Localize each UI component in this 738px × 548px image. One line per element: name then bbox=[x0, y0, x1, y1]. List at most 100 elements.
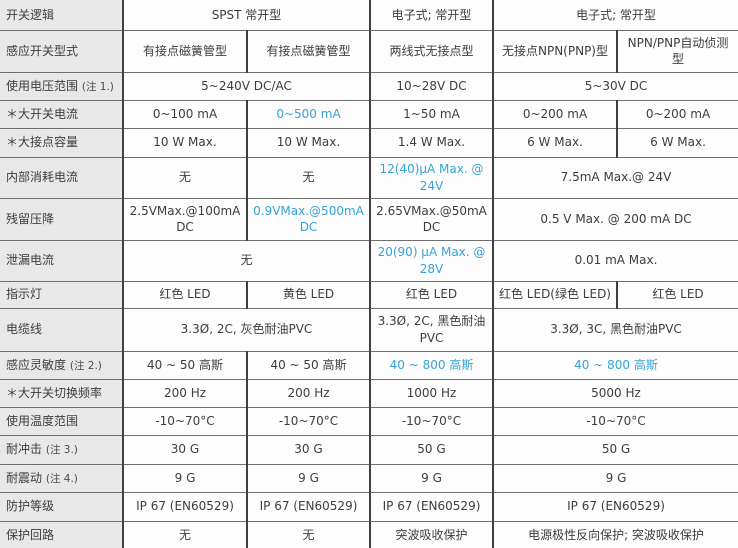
value-cell: 12(40)µA Max. @ 24V bbox=[369, 156, 493, 199]
value-cell: IP 67 (EN60529) bbox=[369, 491, 493, 522]
row-label: 保护回路 bbox=[0, 520, 123, 548]
value-cell: -10~70°C bbox=[122, 406, 247, 436]
value-cell: NPN/PNP自动侦测型 bbox=[615, 29, 738, 73]
table-row: 泄漏电流无 20(90) µA Max. @ 28V 0.01 mA Max. bbox=[0, 239, 738, 282]
table-row: 残留压降 2.5VMax.@100mA DC 0.9VMax.@500mA DC 2.… bbox=[0, 197, 738, 241]
row-label-note: (注 3.) bbox=[45, 444, 78, 457]
value-cell: IP 67 (EN60529) bbox=[491, 491, 738, 522]
value-cell: 9 G bbox=[246, 463, 370, 493]
row-label: 电缆线 bbox=[0, 307, 123, 352]
value-cell: 3.3Ø, 2C, 灰色耐油PVC bbox=[122, 307, 370, 352]
table-row: 内部消耗电流无无 12(40)µA Max. @ 24V 7.5mA Max.@ 2… bbox=[0, 156, 738, 199]
value-cell: 0.01 mA Max. bbox=[491, 239, 738, 282]
value-cell: 6 W Max. bbox=[615, 127, 738, 158]
value-cell: 200 Hz bbox=[122, 378, 247, 408]
table-row: 防护等级 IP 67 (EN60529) IP 67 (EN60529) IP 67 … bbox=[0, 491, 738, 522]
value-cell: 1000 Hz bbox=[369, 378, 493, 408]
table-row: 指示灯 红色 LED 黄色 LED 红色 LED 红色 LED(绿色 LED) 红色 LE… bbox=[0, 280, 738, 309]
value-cell: 红色 LED bbox=[122, 280, 247, 309]
value-cell: 无 bbox=[122, 156, 247, 199]
value-cell: 40 ~ 50 高斯 bbox=[122, 350, 247, 380]
value-cell: 5~240V DC/AC bbox=[122, 71, 370, 101]
value-cell: 9 G bbox=[491, 463, 738, 493]
table-row: ＊大接点容量 10 W Max. 10 W Max. 1.4 W Max. 6 W Ma… bbox=[0, 127, 738, 158]
value-cell: 10 W Max. bbox=[246, 127, 370, 158]
table-row: 感应灵敏度 (注 2.) 40 ~ 50 高斯 40 ~ 50 高斯 40 ~ 800… bbox=[0, 350, 738, 380]
row-label: ＊大开关切换频率 bbox=[0, 378, 123, 408]
value-cell: 30 G bbox=[122, 434, 247, 465]
value-cell: IP 67 (EN60529) bbox=[246, 491, 370, 522]
value-cell: 红色 LED bbox=[615, 280, 738, 309]
value-cell: 0.9VMax.@500mA DC bbox=[246, 197, 370, 241]
value-cell: 0~200 mA bbox=[615, 99, 738, 129]
table-row: 开关逻辑 SPST 常开型 电子式; 常开型 电子式; 常开型 bbox=[0, 0, 738, 31]
row-label: 耐震动 (注 4.) bbox=[0, 463, 123, 493]
value-cell: 10 W Max. bbox=[122, 127, 247, 158]
value-cell: 红色 LED bbox=[369, 280, 493, 309]
row-label: 防护等级 bbox=[0, 491, 123, 522]
value-cell: 黄色 LED bbox=[246, 280, 370, 309]
value-cell: 1~50 mA bbox=[369, 99, 493, 129]
table-row: ＊大开关电流 0~100 mA 0~500 mA 1~50 mA 0~200 mA 0~2… bbox=[0, 99, 738, 129]
value-cell: IP 67 (EN60529) bbox=[122, 491, 247, 522]
value-cell: 40 ~ 50 高斯 bbox=[246, 350, 370, 380]
table-row: 使用温度范围 -10~70°C -10~70°C -10~70°C -10~70°C bbox=[0, 406, 738, 436]
value-cell: 电子式; 常开型 bbox=[491, 0, 738, 31]
value-cell: 有接点磁簧管型 bbox=[246, 29, 370, 73]
value-cell: 2.5VMax.@100mA DC bbox=[122, 197, 247, 241]
row-label: ＊大开关电流 bbox=[0, 99, 123, 129]
value-cell: 电子式; 常开型 bbox=[369, 0, 493, 31]
value-cell: SPST 常开型 bbox=[122, 0, 370, 31]
value-cell: 无 bbox=[246, 520, 370, 548]
row-label: 感应开关型式 bbox=[0, 29, 123, 73]
value-cell: 9 G bbox=[122, 463, 247, 493]
row-label: 内部消耗电流 bbox=[0, 156, 123, 199]
value-cell: 50 G bbox=[369, 434, 493, 465]
row-label: 使用电压范围 (注 1.) bbox=[0, 71, 123, 101]
value-cell: 无 bbox=[246, 156, 370, 199]
value-cell: 红色 LED(绿色 LED) bbox=[492, 280, 617, 309]
value-cell: 3.3Ø, 3C, 黑色耐油PVC bbox=[491, 307, 738, 352]
table-row: 感应开关型式 有接点磁簧管型 有接点磁簧管型 两线式无接点型 无接点NPN(PNP)型 N… bbox=[0, 29, 738, 73]
value-cell: 30 G bbox=[246, 434, 370, 465]
value-cell: 突波吸收保护 bbox=[369, 520, 493, 548]
value-cell: 1.4 W Max. bbox=[369, 127, 493, 158]
value-cell: 200 Hz bbox=[246, 378, 370, 408]
row-label: ＊大接点容量 bbox=[0, 127, 123, 158]
value-cell: 0~500 mA bbox=[246, 99, 370, 129]
value-cell: 0.5 V Max. @ 200 mA DC bbox=[491, 197, 738, 241]
value-cell: 20(90) µA Max. @ 28V bbox=[369, 239, 493, 282]
value-cell: 3.3Ø, 2C, 黑色耐油PVC bbox=[369, 307, 493, 352]
value-cell: 6 W Max. bbox=[492, 127, 617, 158]
value-cell: 电源极性反向保护; 突波吸收保护 bbox=[491, 520, 738, 548]
table-row: 耐冲击 (注 3.) 30 G 30 G 50 G 50 G bbox=[0, 434, 738, 465]
table-row: 使用电压范围 (注 1.) 5~240V DC/AC 10~28V DC 5~30V … bbox=[0, 71, 738, 101]
value-cell: 无 bbox=[122, 520, 247, 548]
value-cell: 两线式无接点型 bbox=[369, 29, 493, 73]
value-cell: 有接点磁簧管型 bbox=[122, 29, 247, 73]
row-label: 感应灵敏度 (注 2.) bbox=[0, 350, 123, 380]
value-cell: 40 ~ 800 高斯 bbox=[491, 350, 738, 380]
table-row: 电缆线 3.3Ø, 2C, 灰色耐油PVC 3.3Ø, 2C, 黑色耐油PVC 3.3… bbox=[0, 307, 738, 352]
value-cell: 无接点NPN(PNP)型 bbox=[492, 29, 617, 73]
value-cell: 50 G bbox=[491, 434, 738, 465]
row-label-note: (注 1.) bbox=[81, 80, 114, 93]
row-label: 残留压降 bbox=[0, 197, 123, 241]
value-cell: 40 ~ 800 高斯 bbox=[369, 350, 493, 380]
value-cell: 5~30V DC bbox=[491, 71, 738, 101]
value-cell: 无 bbox=[122, 239, 370, 282]
value-cell: 5000 Hz bbox=[491, 378, 738, 408]
value-cell: 7.5mA Max.@ 24V bbox=[491, 156, 738, 199]
value-cell: 0~200 mA bbox=[492, 99, 617, 129]
value-cell: 2.65VMax.@50mA DC bbox=[369, 197, 493, 241]
table-row: 保护回路无无突波吸收保护 电源极性反向保护; 突波吸收保护 bbox=[0, 520, 738, 548]
row-label: 使用温度范围 bbox=[0, 406, 123, 436]
table-row: ＊大开关切换频率 200 Hz 200 Hz 1000 Hz 5000 Hz bbox=[0, 378, 738, 408]
value-cell: 10~28V DC bbox=[369, 71, 493, 101]
value-cell: 0~100 mA bbox=[122, 99, 247, 129]
row-label-note: (注 2.) bbox=[69, 359, 102, 372]
